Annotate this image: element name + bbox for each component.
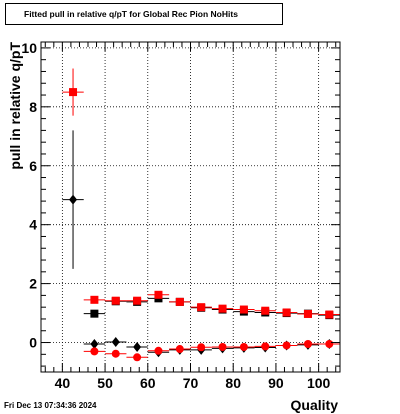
x-tick-label: 100	[307, 375, 331, 391]
y-tick-label: 8	[29, 99, 37, 115]
square-marker	[197, 303, 206, 312]
data-point	[254, 342, 276, 351]
axis-ticks: 40 50 60 70 80 90 100 0 2 4 6 8 10	[21, 40, 340, 391]
y-tick-label: 2	[29, 276, 37, 292]
circle-marker	[239, 342, 248, 351]
grid-lines	[41, 42, 340, 372]
data-point	[318, 310, 340, 319]
square-marker	[282, 308, 291, 317]
data-point	[83, 339, 106, 350]
diamond-marker	[111, 336, 120, 347]
data-point	[297, 309, 319, 318]
data-point	[275, 341, 298, 350]
data-point	[147, 290, 170, 299]
square-marker	[111, 296, 120, 305]
data-point	[105, 296, 127, 305]
y-tick-label: 6	[29, 158, 37, 174]
x-tick-label: 40	[55, 375, 71, 391]
square-marker	[133, 296, 142, 305]
data-point	[318, 340, 340, 349]
x-tick-label: 60	[140, 375, 156, 391]
data-point	[126, 341, 148, 352]
circle-marker	[282, 341, 291, 350]
circle-marker	[111, 349, 120, 358]
circle-marker	[154, 346, 163, 355]
square-marker	[90, 295, 99, 304]
data-point	[62, 130, 84, 269]
data-point	[297, 340, 319, 349]
circle-marker	[261, 342, 270, 351]
data-point	[211, 342, 234, 351]
square-marker	[239, 305, 248, 314]
data-point	[126, 353, 148, 362]
circle-marker	[197, 343, 206, 352]
square-marker	[69, 88, 78, 97]
square-marker	[175, 297, 184, 306]
y-tick-label: 0	[29, 335, 37, 351]
y-tick-label: 4	[29, 217, 37, 233]
y-axis-title: pull in relative q/pT	[7, 42, 23, 170]
data-point	[190, 303, 212, 312]
data-point	[83, 347, 106, 356]
data-point	[83, 295, 106, 304]
data-point	[62, 68, 84, 116]
data-point	[233, 342, 255, 351]
data-point	[126, 296, 148, 305]
footer-timestamp: Fri Dec 13 07:34:36 2024	[4, 401, 97, 410]
data-point	[275, 308, 298, 317]
data-point	[254, 306, 276, 315]
x-axis-title: Quality	[291, 397, 339, 413]
x-tick-label: 70	[183, 375, 199, 391]
square-marker	[154, 290, 163, 299]
circle-marker	[90, 347, 99, 356]
circle-marker	[133, 353, 142, 362]
chart-title: Fitted pull in relative q/pT for Global …	[5, 3, 283, 25]
circle-marker	[325, 340, 334, 349]
x-tick-label: 80	[225, 375, 241, 391]
y-tick-label: 10	[21, 40, 37, 56]
data-point	[105, 349, 127, 358]
data-point	[147, 346, 170, 355]
x-tick-label: 50	[97, 375, 113, 391]
diamond-marker	[90, 339, 99, 350]
data-point	[105, 336, 127, 347]
square-marker	[90, 309, 99, 318]
circle-marker	[218, 342, 227, 351]
circle-marker	[175, 345, 184, 354]
diamond-marker	[69, 194, 78, 205]
data-point	[83, 309, 106, 318]
circle-marker	[303, 340, 312, 349]
data-point	[211, 304, 234, 313]
diamond-marker	[133, 341, 142, 352]
data-point	[169, 345, 191, 354]
data-point	[233, 305, 255, 314]
square-marker	[218, 304, 227, 313]
square-marker	[261, 306, 270, 315]
square-marker	[303, 309, 312, 318]
square-marker	[325, 310, 334, 319]
data-point	[190, 343, 212, 352]
data-points	[62, 68, 340, 362]
x-tick-label: 90	[268, 375, 284, 391]
data-point	[169, 297, 191, 306]
